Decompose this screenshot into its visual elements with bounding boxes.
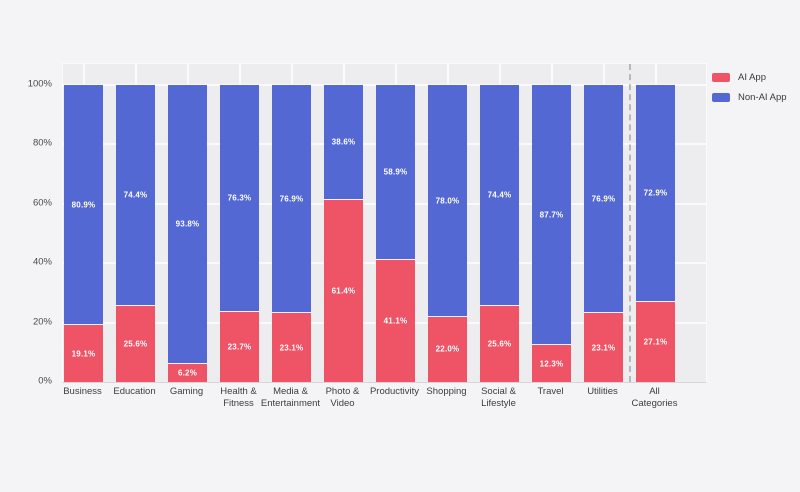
value-label-non-ai-app-media-entertainment: 76.9% xyxy=(279,194,304,204)
legend-item-non-ai-app[interactable]: Non-AI App xyxy=(712,92,787,103)
value-label-ai-app-business: 19.1% xyxy=(71,349,96,359)
value-label-ai-app-gaming: 6.2% xyxy=(177,368,198,378)
value-label-ai-app-social-lifestyle: 25.6% xyxy=(487,339,512,349)
legend-label-ai-app: AI App xyxy=(738,72,766,83)
x-tick-business: Business xyxy=(63,386,102,397)
value-label-non-ai-app-shopping: 78.0% xyxy=(435,196,460,206)
y-tick-100: 100% xyxy=(27,78,52,90)
legend: AI App Non-AI App xyxy=(712,72,787,112)
x-tick-gaming: Gaming xyxy=(169,386,204,397)
value-label-non-ai-app-social-lifestyle: 74.4% xyxy=(487,190,512,200)
x-tick-health-fitness: Health & Fitness xyxy=(220,386,257,410)
bar-segment-ai-app-utilities[interactable] xyxy=(584,313,623,382)
bar-segment-non-ai-app-social-lifestyle[interactable] xyxy=(480,85,519,306)
value-label-non-ai-app-education: 74.4% xyxy=(123,190,148,200)
bar-segment-ai-app-all-categories[interactable] xyxy=(636,301,675,382)
bar-segment-non-ai-app-health-fitness[interactable] xyxy=(220,85,259,312)
value-label-ai-app-education: 25.6% xyxy=(123,339,148,349)
x-tick-photo-video: Photo & Video xyxy=(325,386,360,410)
value-label-non-ai-app-utilities: 76.9% xyxy=(591,194,616,204)
x-tick-travel: Travel xyxy=(537,386,564,397)
value-label-ai-app-media-entertainment: 23.1% xyxy=(279,343,304,353)
bar-segment-non-ai-app-media-entertainment[interactable] xyxy=(272,85,311,314)
x-tick-media-entertainment: Media & Entertainment xyxy=(260,386,321,410)
y-tick-0: 0% xyxy=(38,375,52,387)
bar-segment-ai-app-education[interactable] xyxy=(116,305,155,382)
bar-segment-non-ai-app-education[interactable] xyxy=(116,85,155,306)
value-label-non-ai-app-health-fitness: 76.3% xyxy=(227,193,252,203)
value-label-ai-app-shopping: 22.0% xyxy=(435,344,460,354)
value-label-non-ai-app-travel: 87.7% xyxy=(539,210,564,220)
bar-segment-ai-app-shopping[interactable] xyxy=(428,316,467,382)
y-tick-80: 80% xyxy=(32,137,52,149)
bar-segment-ai-app-productivity[interactable] xyxy=(376,259,415,382)
x-axis: Business Education Gaming Health & Fitness M… xyxy=(62,386,705,430)
legend-item-ai-app[interactable]: AI App xyxy=(712,72,787,83)
x-tick-utilities: Utilities xyxy=(587,386,618,397)
y-tick-40: 40% xyxy=(32,256,52,268)
value-label-ai-app-health-fitness: 23.7% xyxy=(227,342,252,352)
legend-swatch-non-ai-app xyxy=(712,93,730,102)
legend-label-non-ai-app: Non-AI App xyxy=(738,92,787,103)
bar-segment-non-ai-app-shopping[interactable] xyxy=(428,85,467,317)
bar-segment-ai-app-health-fitness[interactable] xyxy=(220,311,259,382)
gridline-100 xyxy=(63,84,706,86)
value-label-non-ai-app-productivity: 58.9% xyxy=(383,167,408,177)
category-separator-line xyxy=(628,64,631,382)
x-tick-shopping: Shopping xyxy=(426,386,467,397)
bar-segment-ai-app-business[interactable] xyxy=(64,325,103,382)
y-axis: 0% 20% 40% 60% 80% 100% xyxy=(0,63,56,387)
bar-segment-ai-app-social-lifestyle[interactable] xyxy=(480,305,519,382)
bar-segment-ai-app-photo-video[interactable] xyxy=(324,199,363,382)
value-label-non-ai-app-gaming: 93.8% xyxy=(175,219,200,229)
bar-segment-ai-app-gaming[interactable] xyxy=(168,363,207,382)
bar-segment-non-ai-app-gaming[interactable] xyxy=(168,85,207,364)
value-label-non-ai-app-business: 80.9% xyxy=(71,200,96,210)
value-label-ai-app-all-categories: 27.1% xyxy=(643,337,668,347)
x-tick-productivity: Productivity xyxy=(369,386,420,397)
bar-segment-non-ai-app-photo-video[interactable] xyxy=(324,85,363,200)
bar-segment-non-ai-app-travel[interactable] xyxy=(532,85,571,346)
x-tick-education: Education xyxy=(113,386,156,397)
y-tick-20: 20% xyxy=(32,316,52,328)
bar-segment-non-ai-app-business[interactable] xyxy=(64,85,103,326)
bar-segment-ai-app-media-entertainment[interactable] xyxy=(272,313,311,382)
value-label-ai-app-travel: 12.3% xyxy=(539,359,564,369)
x-tick-social-lifestyle: Social & Lifestyle xyxy=(481,386,516,410)
value-label-non-ai-app-all-categories: 72.9% xyxy=(643,188,668,198)
legend-swatch-ai-app xyxy=(712,73,730,82)
y-tick-60: 60% xyxy=(32,197,52,209)
value-label-ai-app-productivity: 41.1% xyxy=(383,316,408,326)
plot-area: 19.1% 80.9% 25.6% 74.4% 6.2% 93.8% 23.7% 76.3% 2… xyxy=(62,63,707,383)
bar-segment-non-ai-app-productivity[interactable] xyxy=(376,85,415,260)
bar-segment-ai-app-travel[interactable] xyxy=(532,345,571,382)
bar-segment-non-ai-app-utilities[interactable] xyxy=(584,85,623,314)
bar-segment-non-ai-app-all-categories[interactable] xyxy=(636,85,675,302)
x-tick-all-categories: All Categories xyxy=(631,386,678,410)
value-label-non-ai-app-photo-video: 38.6% xyxy=(331,137,356,147)
value-label-ai-app-utilities: 23.1% xyxy=(591,343,616,353)
value-label-ai-app-photo-video: 61.4% xyxy=(331,286,356,296)
